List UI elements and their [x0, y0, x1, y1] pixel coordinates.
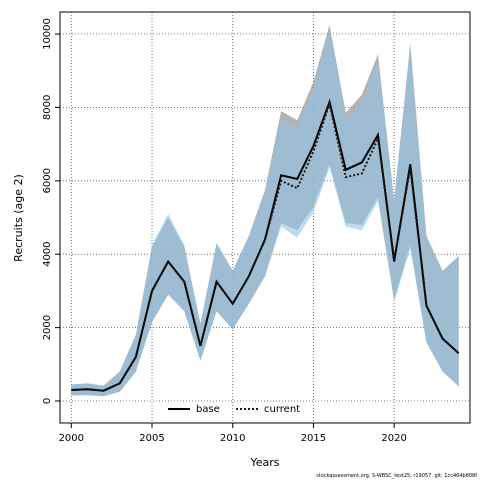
y-tick-label: 0 [42, 398, 53, 404]
x-axis: 2000 2005 2010 2015 2020 [59, 423, 407, 444]
legend-current-label: current [264, 404, 300, 415]
y-tick-label: 8000 [42, 95, 53, 120]
y-tick-label: 2000 [42, 315, 53, 340]
x-tick-label: 2005 [139, 433, 164, 444]
series-line-current [71, 100, 460, 392]
confidence-bands [71, 24, 459, 397]
y-axis-title: Recruits (age 2) [12, 174, 25, 262]
x-tick-label: 2020 [381, 433, 406, 444]
footer-note: stockassessment.org, S-WBSC_test25, r190… [316, 473, 477, 479]
y-tick-label: 10000 [42, 18, 53, 50]
y-tick-label: 4000 [42, 241, 53, 266]
x-tick-label: 2015 [301, 433, 326, 444]
x-axis-title: Years [249, 456, 279, 469]
y-tick-label: 6000 [42, 168, 53, 193]
x-tick-label: 2010 [220, 433, 245, 444]
legend: base current [168, 404, 300, 415]
series-lines [71, 98, 460, 392]
legend-base-label: base [196, 404, 220, 415]
x-tick-label: 2000 [59, 433, 84, 444]
band-current [71, 28, 459, 397]
y-axis: 0 2000 4000 6000 8000 10000 [42, 18, 60, 404]
plot-frame [59, 11, 471, 424]
